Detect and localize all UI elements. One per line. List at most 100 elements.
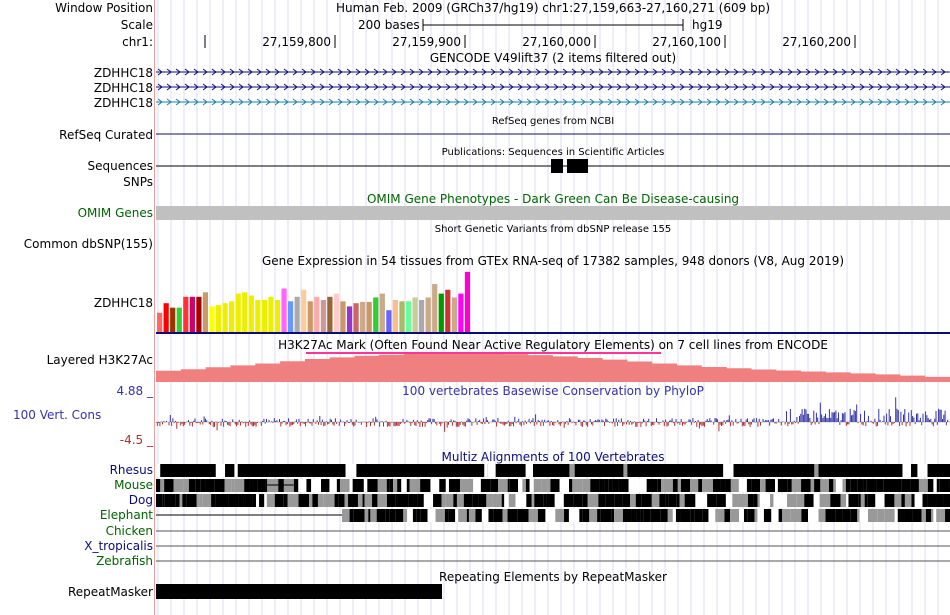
alignment-block: [723, 464, 734, 477]
strand-arrow: [661, 98, 667, 106]
strand-arrow: [319, 68, 325, 76]
strand-arrow: [796, 68, 802, 76]
strand-arrow: [382, 98, 388, 106]
strand-arrow: [391, 68, 397, 76]
strand-arrow: [481, 83, 487, 91]
omim-gene-bar[interactable]: [156, 206, 950, 221]
repeatmasker-track-label[interactable]: RepeatMasker: [67, 585, 153, 599]
alignment-block: [695, 494, 705, 507]
gtex-tissue-bar: [445, 289, 451, 332]
conservation-track-label[interactable]: 100 Vert. Cons: [13, 408, 102, 422]
alignment-block: [501, 494, 505, 507]
snps-track-label[interactable]: SNPs: [123, 175, 153, 189]
alignment-block: [863, 479, 867, 492]
alignment-block: [845, 479, 851, 492]
alignment-block: [188, 479, 196, 492]
multiz-alignments[interactable]: [156, 463, 950, 573]
alignment-block: [515, 494, 527, 507]
alignment-block: [943, 494, 950, 507]
strand-arrow: [409, 68, 415, 76]
dbsnp-track-label[interactable]: Common dbSNP(155): [23, 237, 153, 251]
alignment-block: [231, 479, 235, 492]
multiz-species-label[interactable]: Mouse: [114, 478, 153, 492]
strand-arrow: [265, 68, 271, 76]
publications-track-label[interactable]: Sequences: [87, 159, 153, 173]
strand-arrow: [517, 98, 523, 106]
gencode-item-label[interactable]: ZDHHC18: [93, 66, 153, 80]
alignment-block: [702, 509, 709, 522]
strand-arrow: [832, 68, 838, 76]
strand-arrow: [310, 68, 316, 76]
refseq-track-label[interactable]: RefSeq Curated: [59, 128, 153, 142]
multiz-species-label[interactable]: Elephant: [99, 508, 153, 522]
publications-features[interactable]: [156, 157, 950, 175]
h3k27ac-signal[interactable]: [156, 334, 950, 382]
alignment-block: [461, 464, 469, 477]
alignment-block: [433, 494, 442, 507]
multiz-species-label[interactable]: Chicken: [105, 524, 153, 538]
alignment-block: [860, 494, 865, 507]
alignment-block: [922, 494, 928, 507]
multiz-species-label[interactable]: Rhesus: [109, 463, 153, 477]
base-position-ruler[interactable]: 27,159,800 27,159,900 27,160,000 27,160,100…: [156, 33, 950, 51]
alignment-block: [186, 494, 197, 507]
gtex-expression-bars[interactable]: [156, 268, 950, 334]
alignment-block: [402, 464, 406, 477]
strand-arrow: [400, 68, 406, 76]
strand-arrow: [571, 68, 577, 76]
alignment-block: [271, 464, 275, 477]
strand-arrow: [904, 98, 910, 106]
strand-arrow: [490, 98, 496, 106]
strand-arrow: [643, 83, 649, 91]
alignment-block: [936, 479, 940, 492]
gencode-item-label[interactable]: ZDHHC18: [93, 81, 153, 95]
strand-arrow: [913, 68, 919, 76]
gtex-tissue-bar: [458, 293, 464, 332]
gtex-tissue-bar: [392, 300, 398, 332]
alignment-block: [385, 509, 390, 522]
alignment-block: [559, 479, 570, 492]
alignment-block: [651, 494, 660, 507]
strand-arrow: [787, 83, 793, 91]
alignment-block: [453, 464, 462, 477]
alignment-block: [368, 509, 371, 522]
alignment-block: [158, 494, 163, 507]
strand-arrow: [760, 83, 766, 91]
alignment-block: [884, 494, 895, 507]
multiz-species-label[interactable]: Dog: [128, 493, 153, 507]
gtex-tissue-bar: [202, 292, 209, 332]
strand-arrow: [247, 83, 253, 91]
repeatmasker-element[interactable]: [156, 584, 950, 600]
strand-arrow: [292, 83, 298, 91]
alignment-block: [329, 479, 337, 492]
h3k27ac-track-label[interactable]: Layered H3K27Ac: [46, 353, 153, 367]
gencode-transcripts[interactable]: [156, 65, 950, 110]
alignment-block: [775, 479, 778, 492]
alignment-block: [441, 494, 446, 507]
alignment-block: [310, 464, 317, 477]
chrom-label[interactable]: chr1:: [122, 35, 153, 49]
alignment-block: [782, 494, 788, 507]
multiz-species-label[interactable]: X_tropicalis: [84, 539, 153, 553]
alignment-block: [831, 464, 840, 477]
alignment-block: [677, 479, 681, 492]
alignment-block: [164, 479, 174, 492]
strand-arrow: [931, 68, 937, 76]
alignment-block: [408, 494, 418, 507]
alignment-block: [644, 464, 655, 477]
alignment-block: [492, 494, 502, 507]
conservation-wiggle[interactable]: [155, 397, 950, 448]
alignment-block: [771, 509, 779, 522]
alignment-block: [439, 479, 446, 492]
alignment-block: [550, 479, 560, 492]
alignment-block: [525, 464, 534, 477]
gtex-track-label[interactable]: ZDHHC18: [93, 296, 153, 310]
omim-track-label[interactable]: OMIM Genes: [77, 206, 153, 220]
refseq-gene-line[interactable]: [156, 126, 950, 142]
alignment-block: [541, 479, 548, 492]
gencode-item-label[interactable]: ZDHHC18: [93, 96, 153, 110]
multiz-species-label[interactable]: Zebrafish: [96, 554, 153, 568]
alignment-block: [848, 494, 859, 507]
strand-arrow: [805, 83, 811, 91]
alignment-block: [751, 479, 761, 492]
